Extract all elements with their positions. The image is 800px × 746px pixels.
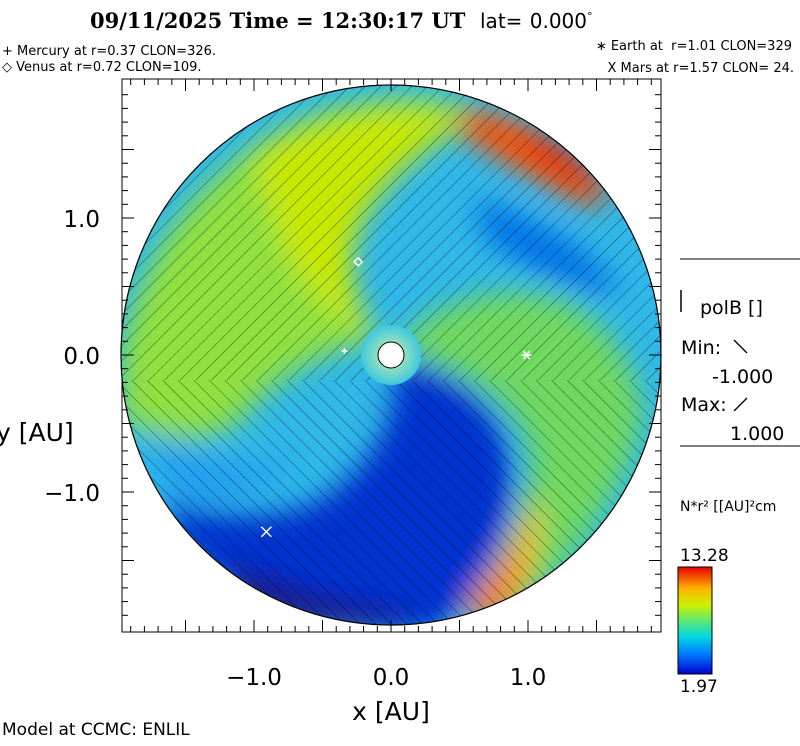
colorbar-min-label: 1.97 bbox=[680, 677, 718, 697]
colorbar-max-label: 13.28 bbox=[680, 546, 729, 566]
x-tick-labels: −1.0 0.0 1.0 bbox=[226, 665, 546, 691]
latitude-value: 0.000 bbox=[529, 9, 587, 33]
inner-boundary bbox=[377, 341, 405, 369]
venus-marker bbox=[353, 256, 364, 267]
polarity-max-label: Max: bbox=[681, 394, 727, 416]
y-axis-title: y [AU] bbox=[0, 418, 74, 447]
latitude-label: lat= bbox=[480, 9, 523, 33]
plot-title: 09/11/2025 Time = 12:30:17 UT lat= 0.000… bbox=[90, 8, 593, 33]
x-tick-label: −1.0 bbox=[226, 665, 282, 691]
x-tick-label: 0.0 bbox=[373, 665, 410, 691]
latitude-unit: ° bbox=[587, 10, 593, 23]
model-credit: Model at CCMC: ENLIL bbox=[2, 720, 190, 740]
y-tick-label: 1.0 bbox=[63, 207, 100, 233]
y-tick-label: −1.0 bbox=[44, 481, 100, 507]
colorbar bbox=[677, 566, 713, 675]
polarity-legend-title: polB [] bbox=[700, 297, 763, 319]
planet-markers bbox=[260, 256, 532, 538]
mars-marker bbox=[260, 526, 272, 538]
y-tick-labels: 1.0 0.0 −1.0 bbox=[44, 207, 100, 507]
mercury-marker bbox=[341, 347, 348, 354]
mercury-legend: + Mercury at r=0.37 CLON=326. bbox=[2, 44, 217, 59]
polarity-min-label: Min: bbox=[681, 337, 721, 359]
earth-marker bbox=[521, 350, 532, 360]
polarity-max-hatch-icon bbox=[733, 397, 748, 412]
polarity-min-value: -1.000 bbox=[712, 366, 773, 388]
polarity-max-value: 1.000 bbox=[730, 423, 784, 445]
x-tick-label: 1.0 bbox=[510, 665, 547, 691]
y-tick-label: 0.0 bbox=[63, 344, 100, 370]
polarity-min-hatch-icon bbox=[733, 339, 748, 354]
axis-ticks bbox=[122, 79, 661, 632]
earth-legend: ∗ Earth at r=1.01 CLON=329 bbox=[595, 39, 792, 54]
x-axis-title: x [AU] bbox=[352, 697, 430, 726]
venus-legend: ◇ Venus at r=0.72 CLON=109. bbox=[2, 60, 202, 75]
mars-legend: X Mars at r=1.57 CLON= 24. bbox=[607, 61, 795, 76]
colorbar-title: N*r² [[AU]²cm bbox=[680, 499, 777, 515]
